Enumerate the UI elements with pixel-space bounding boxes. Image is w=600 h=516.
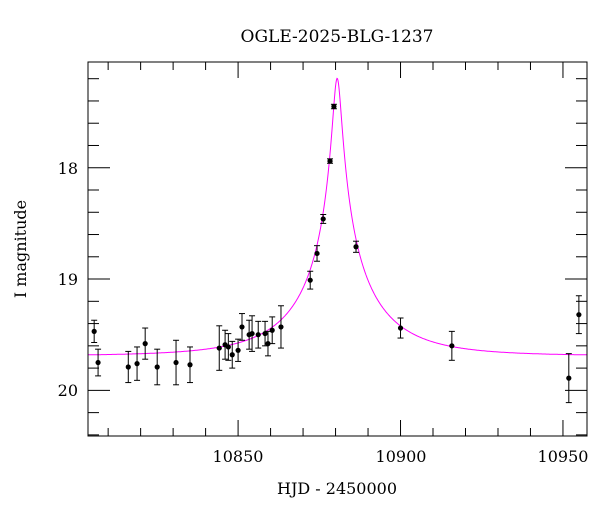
point-marker	[239, 324, 245, 330]
data-point	[134, 346, 141, 381]
point-marker	[449, 343, 455, 349]
point-marker	[307, 277, 313, 283]
data-points-group	[91, 103, 582, 404]
point-marker	[142, 341, 148, 347]
data-point	[235, 338, 242, 362]
point-marker	[134, 361, 140, 367]
data-point	[565, 353, 572, 404]
plot-frame	[87, 61, 588, 437]
point-marker	[320, 216, 326, 222]
data-point	[173, 339, 180, 386]
point-marker	[125, 364, 131, 370]
point-marker	[255, 332, 261, 338]
data-point	[448, 330, 455, 361]
point-marker	[353, 244, 359, 250]
point-marker	[95, 359, 101, 366]
data-point	[307, 270, 314, 290]
data-point	[314, 245, 321, 262]
data-point	[229, 340, 236, 369]
data-point	[225, 333, 232, 361]
y-tick-label: 19	[58, 270, 78, 289]
point-marker	[314, 250, 320, 257]
data-point	[91, 319, 98, 343]
point-marker	[397, 325, 404, 331]
point-marker	[225, 344, 231, 350]
point-marker	[566, 375, 572, 381]
data-point	[187, 346, 194, 384]
data-point	[222, 329, 229, 360]
data-point	[330, 103, 337, 110]
model-curve	[88, 77, 588, 356]
x-tick-label: 10950	[538, 447, 589, 466]
point-marker	[269, 327, 275, 333]
point-marker	[327, 158, 333, 164]
data-point	[154, 348, 161, 386]
point-marker	[173, 359, 179, 366]
point-marker	[249, 330, 255, 337]
chart-title: OGLE-2025-BLG-1237	[241, 27, 434, 47]
y-axis-label: I magnitude	[11, 200, 30, 298]
x-tick-label: 10900	[376, 447, 427, 466]
model-curve-group	[88, 77, 588, 356]
y-tick-label: 18	[58, 159, 78, 178]
data-point	[575, 295, 582, 335]
data-point	[249, 315, 256, 352]
point-marker	[216, 345, 222, 351]
data-point	[216, 325, 223, 371]
point-marker	[265, 341, 271, 347]
data-point	[95, 348, 102, 377]
point-marker	[229, 352, 235, 358]
data-point	[238, 313, 245, 341]
data-point	[327, 158, 334, 164]
y-tick-label: 20	[58, 381, 78, 400]
axis-ticks	[88, 62, 587, 436]
data-point	[277, 305, 284, 349]
data-point	[353, 240, 360, 253]
data-point	[320, 213, 327, 224]
x-axis-label: HJD - 2450000	[277, 479, 397, 498]
data-point	[397, 317, 404, 339]
data-point	[142, 327, 149, 360]
data-point	[125, 350, 132, 384]
x-tick-label: 10850	[213, 447, 264, 466]
point-marker	[235, 347, 241, 353]
data-point	[262, 320, 269, 347]
point-marker	[187, 362, 193, 368]
point-marker	[331, 103, 337, 110]
data-point	[255, 320, 262, 349]
point-marker	[278, 324, 284, 330]
point-marker	[262, 330, 268, 337]
point-marker	[576, 312, 582, 318]
data-point	[269, 316, 276, 345]
point-marker	[91, 328, 97, 334]
point-marker	[154, 364, 160, 370]
